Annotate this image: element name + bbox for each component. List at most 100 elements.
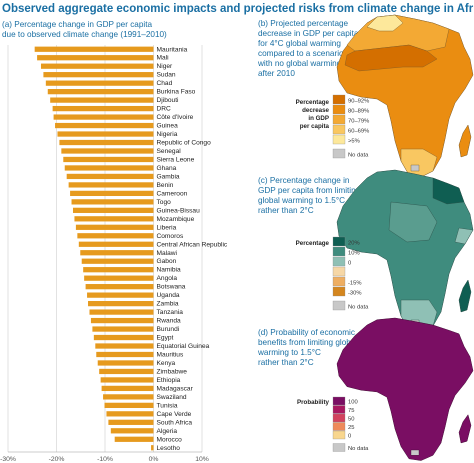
- panel-a-country-label: Togo: [157, 199, 172, 206]
- panel-d-title-line-2: benefits from limiting global: [258, 338, 357, 347]
- panel-a-x-tick-label: -20%: [49, 456, 65, 463]
- panel-b-southern-tip-region: [400, 148, 438, 178]
- panel-b-title-line-6: after 2010: [258, 69, 295, 78]
- panel-a-bars: [34, 46, 154, 451]
- panel-a-country-label: Mali: [157, 55, 170, 62]
- panel-a-bar: [55, 122, 154, 129]
- panel-d-legend: Probability 100 75 50 25 0 No data: [297, 396, 369, 452]
- panel-a-bar: [100, 377, 154, 383]
- panel-c-east-horn-region: [454, 227, 474, 245]
- panel-a-bar: [72, 207, 154, 213]
- panel-a-bar: [114, 436, 154, 442]
- panel-a-country-label: Burkina Faso: [157, 89, 196, 96]
- panel-a-x-tick-label: -10%: [97, 456, 113, 463]
- panel-a-country-label: Madagascar: [157, 385, 194, 392]
- panel-a-bar: [88, 300, 154, 307]
- panel-c: (c) Percentage change in GDP per capita …: [258, 169, 474, 333]
- panel-a-bar: [68, 182, 154, 188]
- legend-label: 75: [348, 408, 354, 414]
- panel-a-country-label: Swaziland: [157, 394, 187, 401]
- panel-c-title-line-3: global warming to 1.5°C: [258, 196, 345, 205]
- panel-b-no-data-region: [410, 164, 420, 172]
- panel-a-country-label: Namibia: [157, 267, 182, 274]
- panel-a-bar: [63, 156, 154, 163]
- panel-a-country-label: Ghana: [157, 165, 177, 172]
- panel-a-bar: [37, 55, 154, 61]
- panel-a-bar: [99, 368, 154, 375]
- panel-b-title-line-4: compared to a scenario: [258, 49, 344, 58]
- legend-swatch: [332, 94, 346, 105]
- panel-a-country-label: Sierra Leone: [157, 156, 195, 163]
- panel-a-country-label: Ethiopia: [157, 377, 181, 384]
- panel-d-legend-items: 100 75 50 25 0 No data: [332, 396, 369, 452]
- legend-label: 10%: [348, 251, 360, 257]
- legend-swatch: [332, 148, 346, 159]
- panel-b-northern-coast-region: [366, 14, 404, 32]
- panel-a-bar: [108, 419, 154, 425]
- panel-a-x-tick-label: 10%: [195, 456, 209, 463]
- panel-b-title-line-1: (b) Projected percentage: [258, 19, 349, 28]
- panel-a-bar: [70, 190, 154, 197]
- panel-a-bar: [74, 216, 154, 222]
- legend-label: No data: [348, 153, 369, 159]
- panel-a-country-label: Zimbabwe: [157, 368, 188, 375]
- panel-a-country-label: Senegal: [157, 148, 182, 155]
- legend-swatch: [332, 124, 346, 135]
- panel-a-country-label: Guinea-Bissau: [157, 207, 201, 214]
- panel-c-madagascar: [458, 279, 472, 313]
- panel-a-country-label: Egypt: [157, 335, 174, 342]
- panel-a-country-label: Uganda: [157, 292, 180, 299]
- panel-a-bar: [71, 199, 154, 205]
- panel-a-bar: [81, 258, 154, 264]
- panel-a-bar: [78, 241, 154, 247]
- panel-a-bar: [96, 351, 154, 358]
- panel-a-country-label: Algeria: [157, 428, 178, 435]
- panel-a-bar: [40, 63, 154, 69]
- legend-label: 90–92%: [348, 99, 369, 105]
- panel-a-x-ticks: -30% -20% -10% 0% 10%: [0, 456, 209, 463]
- panel-a-bar: [77, 233, 154, 239]
- legend-label: 0: [348, 434, 351, 440]
- legend-swatch: [332, 276, 346, 287]
- legend-label: 25: [348, 425, 354, 431]
- panel-a-country-label: Comoros: [157, 233, 184, 240]
- legend-swatch: [332, 236, 346, 247]
- panel-d-no-data-region: [410, 449, 420, 456]
- panel-a-bar: [66, 173, 154, 180]
- panel-b-sahel-region: [344, 44, 438, 72]
- legend-swatch: [332, 256, 346, 267]
- panel-a-bar: [75, 224, 154, 230]
- legend-label: 80–89%: [348, 109, 369, 115]
- legend-swatch: [332, 246, 346, 257]
- panel-a-country-label: Rwanda: [157, 318, 182, 325]
- panel-a-bar: [85, 284, 154, 290]
- legend-swatch: [332, 114, 346, 125]
- panel-a-country-label: Cameroon: [157, 190, 188, 197]
- panel-a-bar: [43, 72, 154, 78]
- panel-c-northeast-region: [432, 177, 465, 205]
- panel-a-x-tick-label: 0%: [149, 456, 159, 463]
- panel-a-bar: [89, 309, 154, 315]
- panel-a-bar: [104, 402, 154, 408]
- panel-a-bar: [110, 428, 154, 434]
- panel-a-bar: [64, 165, 154, 171]
- panel-a-country-label: Republic of Congo: [157, 140, 212, 147]
- panel-a-x-tick-label: -30%: [0, 456, 16, 463]
- panel-d-title-line-1: (d) Probability of economic: [258, 328, 355, 337]
- panel-b-legend-title-line-1: Percentage: [296, 99, 330, 106]
- panel-a-country-label: Morocco: [157, 436, 183, 443]
- panel-a-bar: [45, 80, 154, 86]
- panel-a-bar: [84, 275, 154, 281]
- panel-d-madagascar: [458, 414, 472, 444]
- panel-a-gridlines: [7, 45, 203, 453]
- panel-b-title-line-3: for 4°C global warming: [258, 39, 341, 48]
- panel-a-bar: [95, 343, 154, 349]
- legend-swatch: [332, 104, 346, 115]
- panel-a-country-label: Benin: [157, 182, 174, 189]
- panel-a-bar: [97, 360, 154, 366]
- panel-b-legend-title-line-4: per capita: [300, 123, 330, 130]
- panel-a-country-label: Mauritius: [157, 352, 184, 359]
- panel-a-bar: [83, 267, 154, 273]
